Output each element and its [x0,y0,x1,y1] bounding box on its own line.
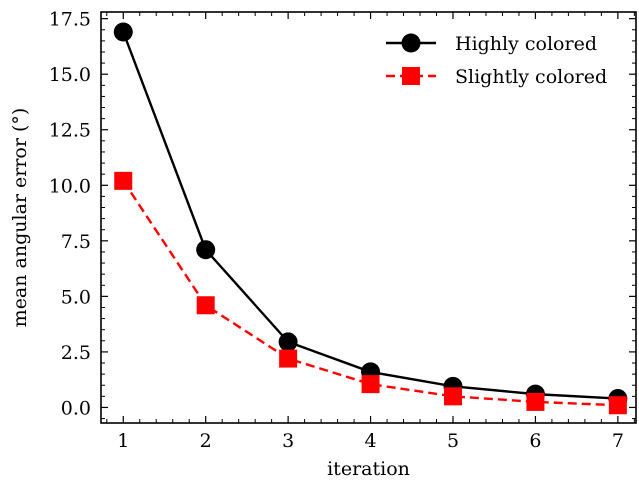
data-point-slightly-colored [443,387,462,406]
data-point-highly-colored [278,332,298,352]
x-tick-label: 5 [447,430,459,452]
data-point-slightly-colored [361,375,380,394]
data-point-slightly-colored [608,396,627,415]
x-tick-label: 6 [529,430,541,452]
data-point-highly-colored [196,240,216,260]
plot-frame [100,11,637,424]
legend-label-highly-colored: Highly colored [455,33,597,55]
y-tick-label: 0.0 [61,397,91,419]
x-tick-label: 4 [365,430,377,452]
series-layer [113,22,628,415]
x-tick-label: 7 [612,430,624,452]
x-axis-title: iteration [327,458,410,480]
tick-labels-layer: 1 2 3 4 5 6 7 0.0 2.5 5.0 7.5 10.0 12.5 15.0 17.5 [49,9,624,452]
legend: Highly colored Slightly colored [386,33,607,88]
data-point-slightly-colored [114,171,133,190]
data-point-highly-colored [113,22,133,42]
y-tick-label: 17.5 [49,9,91,31]
y-axis-title: mean angular error (°) [9,108,31,328]
y-tick-label: 15.0 [49,64,91,86]
y-tick-label: 7.5 [61,231,91,253]
y-tick-label: 12.5 [49,120,91,142]
y-tick-label: 5.0 [61,286,91,308]
data-point-slightly-colored [279,349,298,368]
x-tick-label: 1 [117,430,129,452]
data-point-slightly-colored [196,296,215,315]
legend-label-slightly-colored: Slightly colored [455,66,607,88]
x-tick-label: 3 [282,430,294,452]
y-tick-label: 10.0 [49,175,91,197]
y-tick-label: 2.5 [61,342,91,364]
legend-marker-slightly-colored [402,67,420,85]
data-point-slightly-colored [526,392,545,411]
x-tick-label: 2 [200,430,212,452]
legend-marker-highly-colored [401,33,421,53]
